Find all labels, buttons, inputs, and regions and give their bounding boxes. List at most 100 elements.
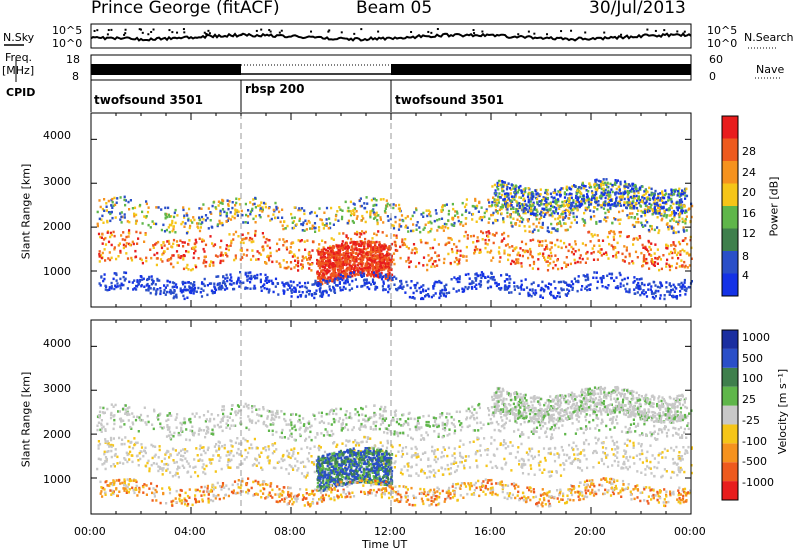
heatmap-cell (221, 254, 224, 257)
heatmap-cell (526, 195, 530, 199)
heatmap-cell (551, 205, 554, 209)
heatmap-cell (431, 262, 434, 266)
heatmap-cell (370, 198, 373, 202)
heatmap-cell (278, 238, 281, 241)
heatmap-cell (301, 285, 304, 288)
heatmap-cell (497, 250, 500, 254)
heatmap-cell (606, 274, 609, 277)
heatmap-cell (665, 216, 668, 219)
heatmap-cell (565, 294, 568, 297)
heatmap-cell (413, 284, 416, 287)
heatmap-cell (469, 235, 473, 238)
heatmap-cell (295, 264, 298, 267)
heatmap-cell (267, 280, 270, 283)
heatmap-cell (612, 204, 615, 207)
heatmap-cell (615, 199, 618, 202)
heatmap-cell (447, 467, 450, 471)
heatmap-cell (177, 254, 180, 257)
heatmap-cell (513, 281, 516, 284)
heatmap-cell (494, 219, 497, 223)
heatmap-cell (211, 242, 214, 245)
heatmap-cell (335, 274, 338, 277)
heatmap-cell (535, 208, 538, 212)
heatmap-cell (113, 465, 116, 468)
heatmap-cell (545, 191, 548, 195)
heatmap-cell (473, 205, 476, 208)
heatmap-cell (128, 220, 131, 224)
heatmap-cell (441, 208, 444, 212)
heatmap-cell (567, 249, 570, 253)
heatmap-cell (301, 259, 304, 262)
heatmap-cell (608, 272, 611, 276)
heatmap-cell (175, 471, 178, 475)
heatmap-cell (332, 287, 335, 290)
heatmap-cell (172, 228, 175, 231)
heatmap-cell (369, 437, 372, 440)
heatmap-cell (387, 270, 390, 273)
heatmap-cell (308, 289, 311, 293)
heatmap-cell (675, 206, 678, 209)
heatmap-cell (613, 279, 616, 282)
heatmap-cell (328, 253, 332, 256)
heatmap-cell (337, 274, 340, 277)
heatmap-cell (673, 251, 677, 254)
heatmap-cell (374, 245, 377, 249)
heatmap-cell (228, 453, 231, 457)
heatmap-cell (203, 250, 206, 253)
heatmap-cell (175, 240, 179, 243)
heatmap-cell (181, 289, 184, 292)
noise-spike (481, 30, 484, 33)
heatmap-cell (606, 208, 609, 212)
heatmap-cell (490, 276, 493, 279)
heatmap-cell (425, 209, 428, 212)
heatmap-cell (307, 219, 310, 223)
heatmap-cell (628, 204, 632, 208)
heatmap-cell (231, 201, 234, 204)
heatmap-cell (264, 202, 267, 206)
heatmap-cell (187, 243, 190, 246)
heatmap-cell (575, 221, 578, 224)
heatmap-cell (604, 188, 607, 192)
heatmap-cell (482, 272, 485, 276)
heatmap-cell (316, 276, 320, 279)
heatmap-cell (322, 265, 325, 269)
heatmap-cell (553, 191, 556, 195)
heatmap-cell (551, 227, 554, 230)
heatmap-cell (637, 209, 640, 212)
heatmap-cell (321, 223, 324, 226)
heatmap-cell (372, 257, 375, 260)
heatmap-cell (628, 262, 631, 265)
heatmap-cell (672, 226, 675, 230)
heatmap-cell (575, 280, 578, 283)
heatmap-cell (594, 182, 597, 185)
heatmap-cell (585, 252, 588, 255)
heatmap-cell (559, 190, 562, 194)
heatmap-cell (322, 227, 325, 230)
heatmap-cell (670, 214, 673, 217)
heatmap-cell (654, 261, 657, 264)
heatmap-cell (636, 199, 639, 202)
heatmap-cell (349, 241, 352, 245)
heatmap-cell (681, 206, 684, 210)
heatmap-cell (347, 219, 350, 223)
noise-spike (570, 29, 573, 32)
heatmap-cell (601, 285, 604, 288)
heatmap-cell (604, 196, 607, 200)
heatmap-cell (364, 237, 367, 241)
heatmap-cell (667, 193, 670, 196)
heatmap-cell (267, 256, 270, 260)
heatmap-cell (528, 206, 531, 210)
heatmap-cell (268, 239, 271, 242)
heatmap-cell (254, 277, 257, 280)
heatmap-cell (667, 225, 670, 229)
heatmap-cell (505, 187, 509, 191)
heatmap-cell (101, 233, 104, 236)
vel-cbar-tick-m25: -25 (742, 414, 760, 427)
heatmap-cell (168, 290, 171, 294)
heatmap-cell (156, 277, 159, 281)
heatmap-cell (632, 238, 635, 241)
heatmap-cell (210, 212, 213, 215)
heatmap-cell (441, 204, 445, 207)
heatmap-cell (571, 460, 574, 463)
heatmap-cell (190, 291, 193, 295)
